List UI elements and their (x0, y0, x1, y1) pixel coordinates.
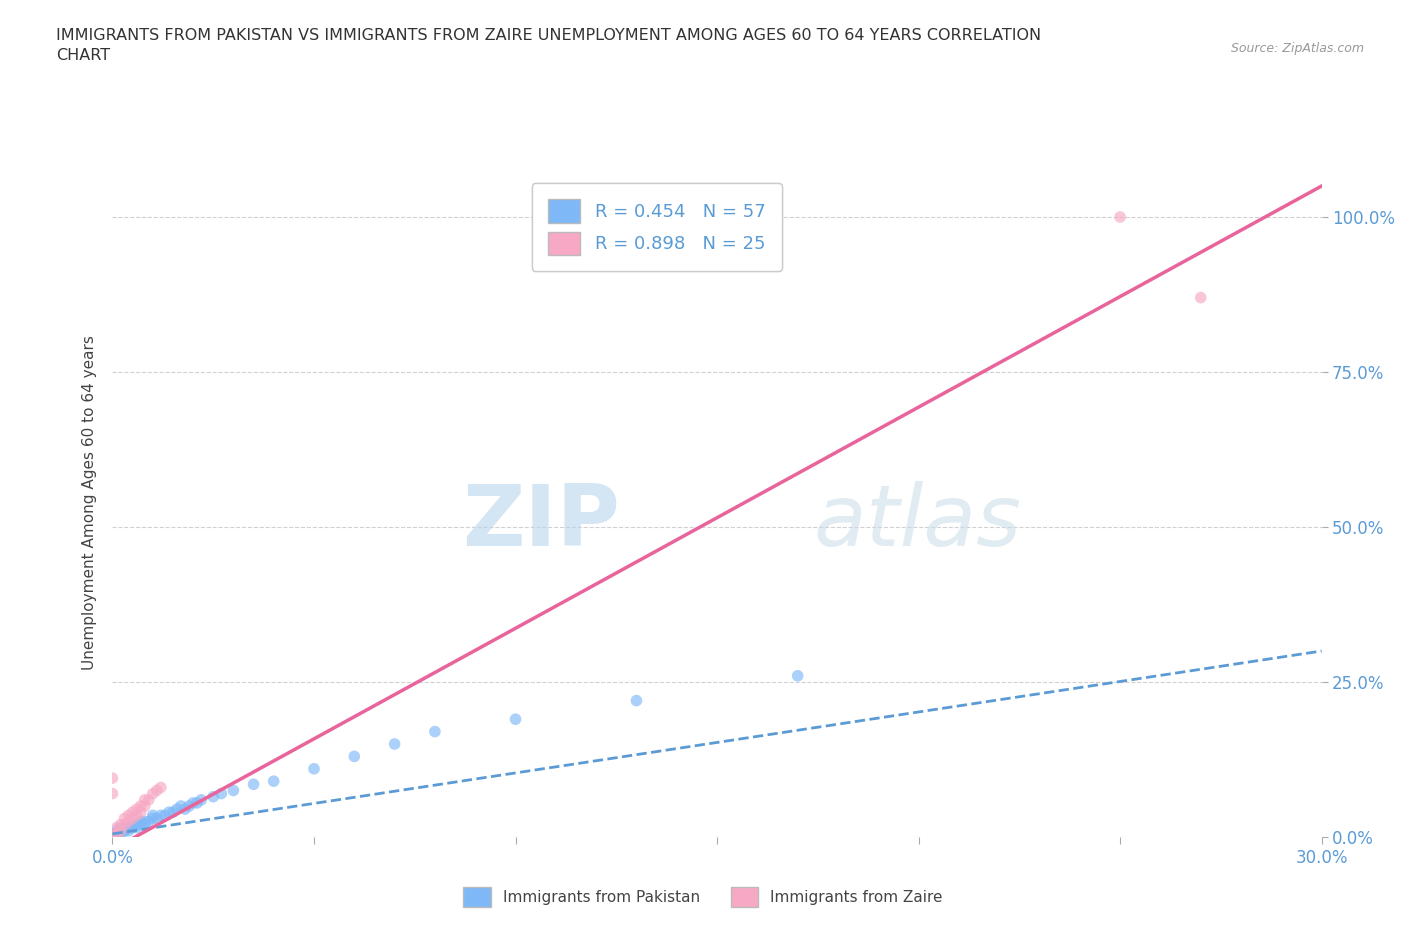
Point (101, 830, 124, 844)
Point (117, 823, 139, 838)
Point (110, 817, 132, 832)
Point (101, 827, 124, 842)
Point (110, 823, 132, 838)
Point (125, 808, 148, 823)
Point (1109, 209, 1132, 224)
Point (121, 820, 143, 835)
Text: IMMIGRANTS FROM PAKISTAN VS IMMIGRANTS FROM ZAIRE UNEMPLOYMENT AMONG AGES 60 TO : IMMIGRANTS FROM PAKISTAN VS IMMIGRANTS F… (56, 28, 1042, 62)
Point (110, 820, 132, 835)
Point (105, 827, 128, 842)
Y-axis label: Unemployment Among Ages 60 to 64 years: Unemployment Among Ages 60 to 64 years (82, 335, 97, 670)
Point (129, 804, 152, 819)
Point (157, 804, 180, 819)
Point (142, 811, 165, 826)
Point (105, 820, 128, 835)
Point (1189, 290, 1212, 305)
Point (222, 783, 245, 798)
Point (110, 827, 132, 842)
Point (209, 786, 232, 801)
Point (138, 814, 160, 829)
Point (101, 830, 124, 844)
Text: Source: ZipAtlas.com: Source: ZipAtlas.com (1230, 42, 1364, 55)
Point (162, 804, 184, 819)
Point (134, 814, 156, 829)
Point (110, 823, 132, 838)
Point (149, 780, 172, 795)
Point (101, 786, 124, 801)
Point (114, 823, 136, 838)
Point (105, 827, 128, 842)
Point (343, 749, 366, 764)
Point (153, 808, 176, 823)
Point (114, 811, 136, 826)
Point (263, 774, 285, 789)
Point (146, 811, 169, 826)
Point (142, 786, 165, 801)
Point (121, 817, 143, 832)
Text: atlas: atlas (814, 481, 1022, 564)
Point (105, 823, 128, 838)
Point (101, 830, 124, 844)
Point (138, 792, 160, 807)
Point (101, 830, 124, 844)
Point (626, 693, 648, 708)
Point (125, 817, 148, 832)
Text: ZIP: ZIP (463, 481, 620, 564)
Point (134, 817, 156, 832)
Point (384, 737, 406, 751)
Point (114, 823, 136, 838)
Point (117, 814, 139, 829)
Point (149, 808, 172, 823)
Point (423, 724, 446, 739)
Point (166, 802, 188, 817)
Point (142, 808, 165, 823)
Legend: Immigrants from Pakistan, Immigrants from Zaire: Immigrants from Pakistan, Immigrants fro… (457, 882, 949, 913)
Point (242, 777, 264, 791)
Point (174, 802, 197, 817)
Point (170, 799, 193, 814)
Point (181, 795, 204, 810)
Point (101, 830, 124, 844)
Point (114, 817, 136, 832)
Point (110, 823, 132, 838)
Point (101, 827, 124, 842)
Point (177, 799, 200, 814)
Legend: R = 0.454   N = 57, R = 0.898   N = 25: R = 0.454 N = 57, R = 0.898 N = 25 (531, 183, 782, 271)
Point (125, 820, 148, 835)
Point (125, 802, 148, 817)
Point (786, 669, 808, 684)
Point (129, 814, 152, 829)
Point (117, 808, 139, 823)
Point (134, 799, 156, 814)
Point (101, 771, 124, 786)
Point (121, 811, 143, 826)
Point (134, 792, 156, 807)
Point (186, 795, 208, 810)
Point (121, 804, 143, 819)
Point (101, 830, 124, 844)
Point (129, 799, 152, 814)
Point (146, 783, 169, 798)
Point (101, 830, 124, 844)
Point (105, 827, 128, 842)
Point (129, 817, 152, 832)
Point (302, 762, 325, 777)
Point (101, 830, 124, 844)
Point (505, 711, 527, 726)
Point (202, 790, 225, 804)
Point (114, 820, 136, 835)
Point (101, 830, 124, 844)
Point (117, 820, 139, 835)
Point (190, 792, 212, 807)
